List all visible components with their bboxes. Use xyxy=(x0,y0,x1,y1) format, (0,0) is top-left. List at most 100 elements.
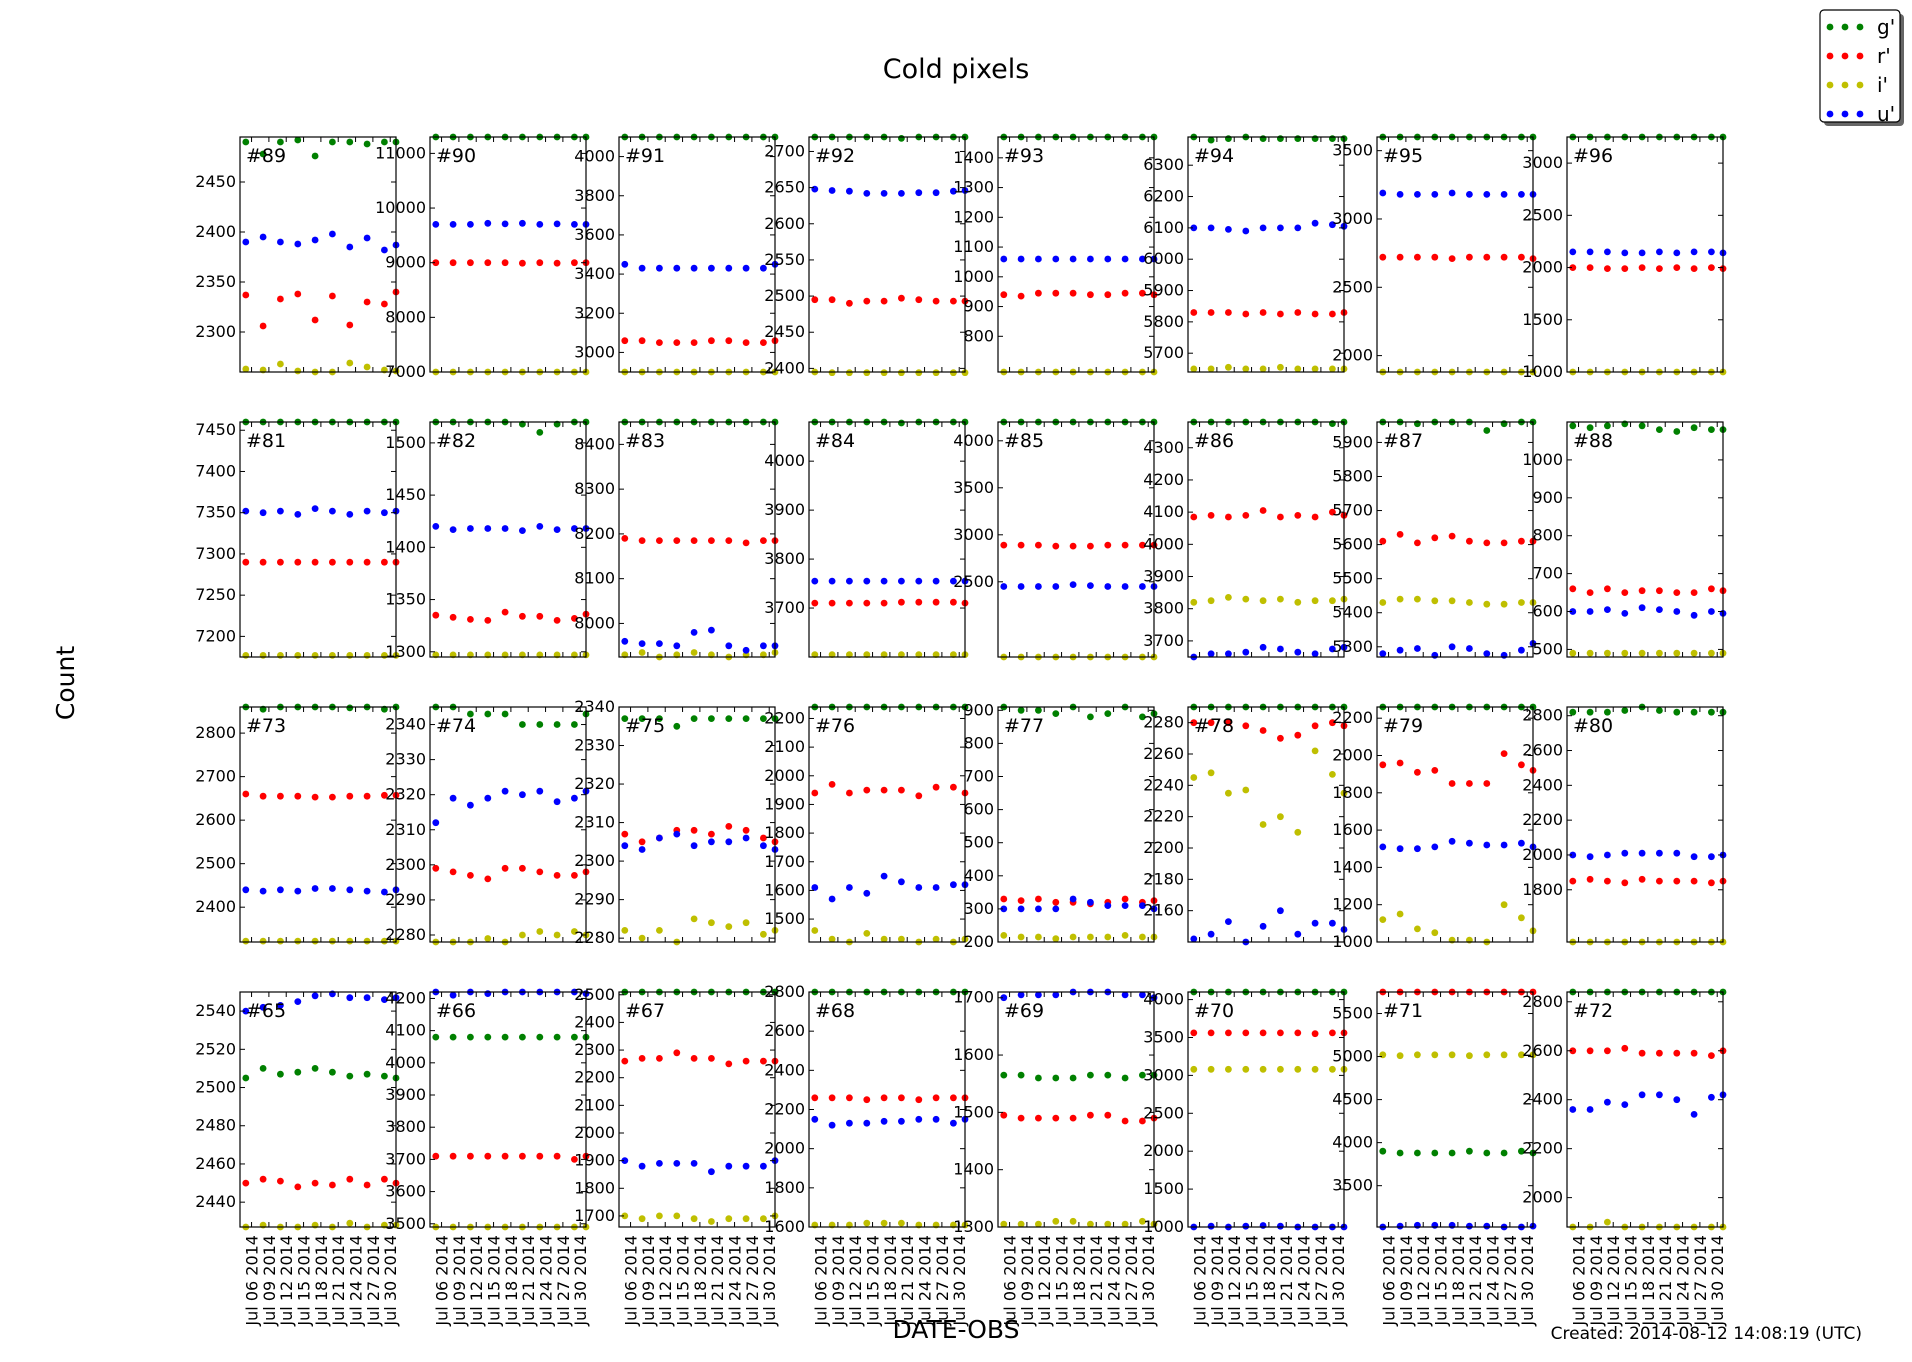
panel-94: 5700 5800 5900 6000 6100 6200 6300 #94 xyxy=(1143,133,1348,373)
data-point xyxy=(259,322,267,330)
data-point xyxy=(1466,599,1473,606)
data-point xyxy=(1638,649,1646,657)
panel-label: #90 xyxy=(436,145,476,167)
data-point xyxy=(863,1219,871,1227)
x-tick-label: Jul 06 2014 xyxy=(243,1235,262,1327)
data-point xyxy=(1690,1111,1698,1118)
data-point xyxy=(449,259,457,267)
data-point xyxy=(915,651,923,658)
data-point xyxy=(449,221,457,228)
data-point xyxy=(1638,849,1646,857)
data-point xyxy=(932,189,940,197)
data-point xyxy=(1673,608,1681,615)
data-point xyxy=(501,1033,509,1041)
data-point xyxy=(1329,645,1336,653)
panel-label: #91 xyxy=(625,145,665,167)
y-tick-label: 6200 xyxy=(1143,187,1184,206)
data-point xyxy=(329,292,336,300)
data-point xyxy=(501,220,509,228)
data-point xyxy=(1069,289,1077,297)
data-point xyxy=(742,919,750,927)
y-tick-label: 2540 xyxy=(195,1001,236,1020)
data-point xyxy=(467,616,474,623)
data-point xyxy=(1259,135,1267,143)
data-point xyxy=(1242,512,1250,519)
data-point xyxy=(915,1096,923,1104)
y-tick-label: 4300 xyxy=(1143,438,1184,457)
data-point xyxy=(519,721,526,728)
y-tick-label: 1600 xyxy=(953,1045,994,1064)
data-point xyxy=(1121,1220,1129,1228)
y-tick-label: 1800 xyxy=(1522,880,1563,899)
data-point xyxy=(1329,597,1336,605)
data-point xyxy=(1638,875,1646,883)
data-point xyxy=(1259,1065,1267,1073)
legend-item: u' xyxy=(1826,102,1895,126)
data-point xyxy=(950,297,957,305)
data-point xyxy=(329,793,336,801)
data-point xyxy=(1518,646,1525,654)
y-tick-label: 300 xyxy=(963,899,994,918)
data-point xyxy=(621,637,629,645)
x-tick-label: Jul 21 2014 xyxy=(1087,1235,1106,1327)
x-tick-label: Jul 21 2014 xyxy=(708,1235,727,1327)
data-point xyxy=(656,640,663,647)
data-point xyxy=(1000,1220,1008,1228)
y-tick-label: 1700 xyxy=(574,1206,615,1225)
data-point xyxy=(656,339,663,346)
data-point xyxy=(381,509,388,517)
y-tick-label: 2400 xyxy=(574,1012,615,1031)
x-tick-label: Jul 21 2014 xyxy=(1466,1235,1485,1327)
data-point xyxy=(880,190,888,197)
data-point xyxy=(1017,1114,1025,1122)
x-tick-label: Jul 12 2014 xyxy=(1225,1235,1244,1327)
x-tick-label: Jul 24 2014 xyxy=(1105,1235,1124,1327)
data-point xyxy=(1104,1071,1112,1079)
data-point xyxy=(932,577,940,585)
data-point xyxy=(1259,365,1267,373)
data-point xyxy=(1621,610,1629,617)
x-tick-label: Jul 24 2014 xyxy=(347,1235,366,1327)
y-tick-label: 1800 xyxy=(1332,783,1373,802)
data-point xyxy=(1396,1052,1404,1060)
panel-points xyxy=(242,703,400,945)
y-tick-label: 2000 xyxy=(1143,1141,1184,1160)
panel-label: #67 xyxy=(625,1000,665,1022)
data-point xyxy=(638,264,646,272)
panel-points xyxy=(1190,418,1348,661)
y-tick-label: 1700 xyxy=(953,988,994,1007)
data-point xyxy=(1294,648,1302,656)
y-tick-label: 2000 xyxy=(764,1139,805,1158)
data-point xyxy=(553,526,561,533)
panel-83: 8000 8100 8200 8300 8400 #83 xyxy=(574,418,779,661)
data-point xyxy=(1139,1117,1146,1125)
data-point xyxy=(1207,930,1215,938)
data-point xyxy=(1569,585,1577,593)
data-point xyxy=(846,369,853,376)
data-point xyxy=(1017,991,1025,999)
data-point xyxy=(760,834,767,842)
data-point xyxy=(1431,767,1439,774)
data-point xyxy=(1448,255,1456,262)
y-tick-label: 2180 xyxy=(1143,869,1184,888)
panel-87: 5300 5400 5500 5600 5700 5800 5900 #87 xyxy=(1332,418,1537,659)
y-tick-label: 2100 xyxy=(574,1095,615,1114)
y-tick-label: 2400 xyxy=(764,1060,805,1079)
data-point xyxy=(1294,598,1302,606)
data-point xyxy=(742,715,750,722)
panel-frame xyxy=(1187,991,1345,1228)
data-point xyxy=(915,792,923,800)
data-point xyxy=(1225,135,1232,143)
y-tick-label: 2200 xyxy=(574,1068,615,1087)
data-point xyxy=(1621,249,1629,257)
data-point xyxy=(1569,708,1577,716)
panel-label: #77 xyxy=(1004,715,1044,737)
data-point xyxy=(1311,513,1319,521)
data-point xyxy=(484,617,492,624)
data-point xyxy=(1621,707,1629,714)
y-tick-label: 2260 xyxy=(1143,744,1184,763)
data-point xyxy=(1621,1101,1629,1108)
data-point xyxy=(1000,541,1008,549)
data-point xyxy=(708,1218,715,1225)
y-tick-label: 4000 xyxy=(574,147,615,166)
